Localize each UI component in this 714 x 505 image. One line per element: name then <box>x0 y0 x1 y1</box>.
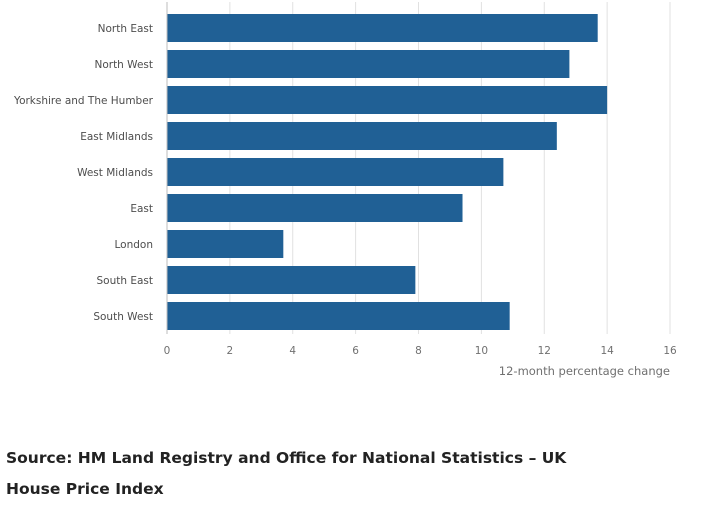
x-tick-label: 8 <box>415 345 422 357</box>
category-label: South West <box>93 311 153 323</box>
category-label: North East <box>98 23 153 35</box>
category-label: East Midlands <box>80 131 153 143</box>
x-tick-label: 10 <box>475 345 488 357</box>
bar <box>167 266 416 294</box>
x-tick-label: 4 <box>289 345 296 357</box>
source-note: Source: HM Land Registry and Office for … <box>6 449 567 498</box>
bar <box>167 14 598 42</box>
category-labels: North East North West Yorkshire and The Hu… <box>13 23 154 323</box>
x-tick-label: 0 <box>164 345 171 357</box>
bar <box>167 194 463 222</box>
category-label: West Midlands <box>77 167 153 179</box>
category-label: South East <box>96 275 153 287</box>
x-tick-label: 16 <box>663 345 677 357</box>
x-tick-label: 14 <box>600 345 614 357</box>
bar-chart: North East North West Yorkshire and The Hu… <box>13 2 677 378</box>
category-label: London <box>115 239 154 251</box>
bar <box>167 230 284 258</box>
bar <box>167 50 570 78</box>
bar <box>167 86 608 114</box>
bar <box>167 122 557 150</box>
bars <box>167 14 608 330</box>
x-axis-title: 12-month percentage change <box>499 364 670 378</box>
x-tick-label: 6 <box>352 345 359 357</box>
bar <box>167 158 504 186</box>
category-label: Yorkshire and The Humber <box>13 95 154 107</box>
x-tick-label: 2 <box>227 345 234 357</box>
category-label: North West <box>94 59 153 71</box>
bar <box>167 302 510 330</box>
x-axis-ticks: 0 2 4 6 8 10 12 14 16 <box>164 345 677 357</box>
category-label: East <box>130 203 153 215</box>
x-tick-label: 12 <box>538 345 551 357</box>
